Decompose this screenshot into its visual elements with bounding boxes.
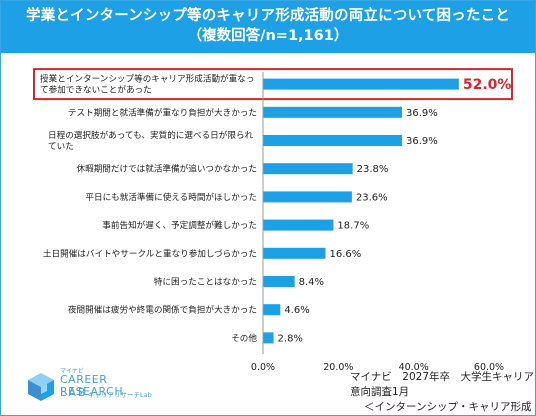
category-label: 休暇期間だけでは就活準備が追いつかなかった — [77, 163, 257, 175]
bar — [263, 135, 402, 146]
category-label: 平日にも就活準備に使える時間がほしかった — [85, 191, 257, 203]
category-label: テスト期間と就活準備が重なり負担が大きかった — [68, 106, 257, 118]
value-label: 8.4% — [299, 277, 324, 288]
value-label: 23.6% — [356, 192, 388, 203]
bar — [263, 191, 352, 202]
value-label: 36.9% — [406, 108, 438, 119]
category-label: 土日開催はバイトやサークルと重なり参加しづらかった — [43, 247, 257, 259]
source-note: マイナビ 2027年卒 大学生キャリア意向調査1月 ＜インターンシップ・キャリア… — [350, 370, 536, 416]
bar — [263, 220, 333, 231]
bar — [263, 304, 280, 315]
category-label: その他 — [231, 332, 257, 344]
category-label: 日程の選択肢があっても、実質的に選べる日が限られていた — [48, 129, 254, 152]
value-label: 16.6% — [330, 249, 362, 260]
value-label: 4.6% — [284, 305, 309, 316]
category-label: 授業とインターンシップ等のキャリア形成活動が重なって参加できないことがあった — [40, 73, 254, 96]
value-label: 36.9% — [406, 136, 438, 147]
bar — [263, 79, 459, 90]
value-label: 52.0% — [463, 77, 512, 93]
bar — [263, 107, 402, 118]
cube-logo-icon — [26, 371, 56, 403]
bar — [263, 276, 295, 287]
logo-lab: LAB — [60, 387, 87, 399]
bar — [263, 248, 326, 259]
value-label: 18.7% — [337, 221, 369, 232]
x-tick-label: 20.0% — [323, 362, 353, 373]
category-label: 夜間開催は疲労や終電の関係で負担が大きかった — [68, 304, 257, 316]
category-label: 特に困ったことはなかった — [154, 276, 257, 288]
source-line-2: ＜インターンシップ・キャリア形成活動＞ — [350, 400, 536, 416]
value-label: 2.8% — [278, 333, 303, 344]
x-tick-label: 0.0% — [251, 362, 275, 373]
bar — [263, 163, 353, 174]
category-label: 事前告知が遅く、予定調整が難しかった — [102, 219, 257, 231]
logo-jp: キャリアリサーチLab — [88, 389, 152, 399]
source-line-1: マイナビ 2027年卒 大学生キャリア意向調査1月 — [350, 370, 536, 400]
career-research-lab-logo: マイナビ CAREER RESEARCH LAB キャリアリサーチLab — [26, 365, 156, 409]
value-label: 23.8% — [357, 164, 389, 175]
bar — [263, 332, 274, 343]
